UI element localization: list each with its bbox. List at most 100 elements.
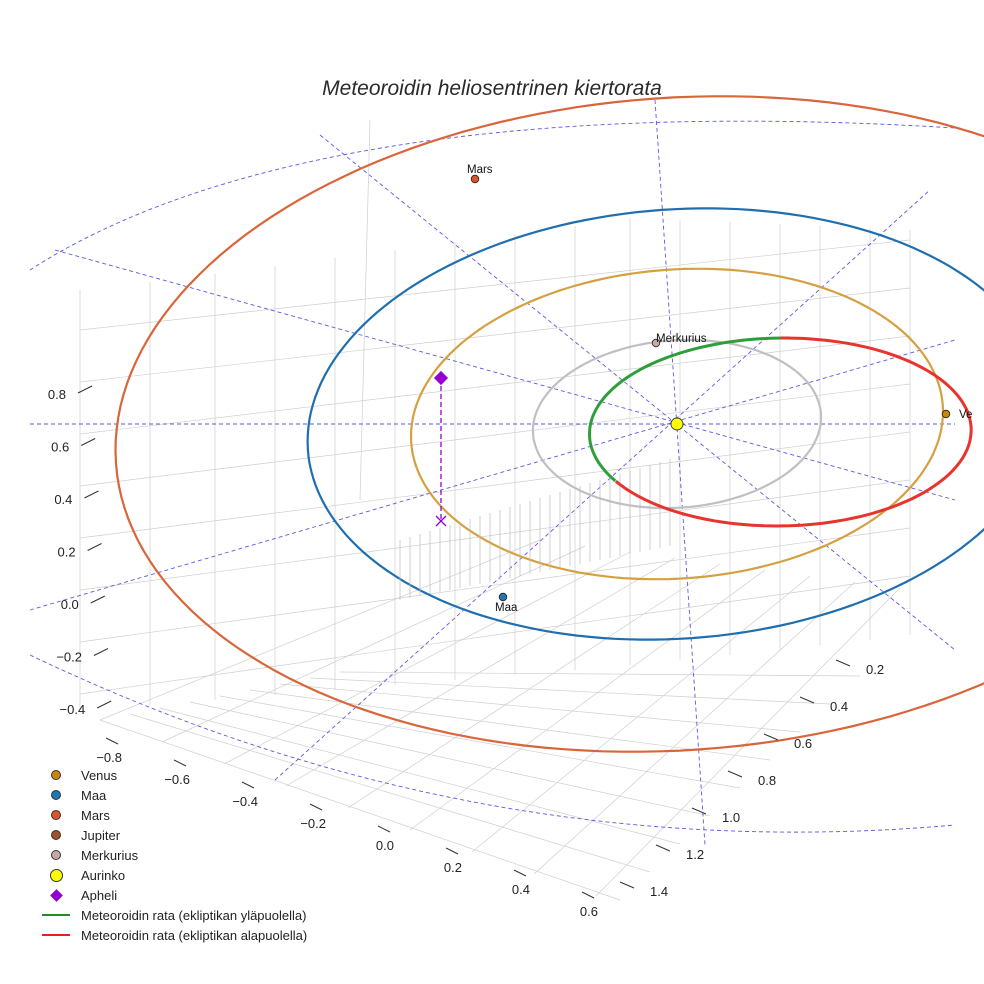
z-tick-label: 0.0 [61,597,79,612]
y-tick-mark [727,770,743,778]
x-tick-label: −0.4 [232,794,258,809]
legend-item[interactable]: Meteoroidin rata (ekliptikan yläpuolella… [40,905,307,925]
legend-label: Mars [81,807,110,823]
dot-icon [40,810,72,820]
z-tick-label: −0.4 [60,702,86,717]
y-tick-mark [763,733,779,741]
z-tick-mark [96,700,112,709]
legend-item[interactable]: Maa [40,785,307,805]
z-tick-label: 0.2 [58,545,76,560]
planet-label-merkurius: Merkurius [656,333,707,345]
x-tick-mark [445,847,459,855]
legend-label: Jupiter [81,827,121,843]
dot-icon [40,830,72,840]
grid-line [409,569,766,831]
x-tick-mark [377,825,391,833]
x-tick-label: 0.2 [444,860,462,875]
legend-item[interactable]: Merkurius [40,845,307,865]
y-tick-label: 1.0 [722,810,740,825]
y-tick-mark [835,659,851,667]
x-tick-label: 0.0 [376,838,394,853]
legend-label: Merkurius [81,847,139,863]
legend-label: Meteoroidin rata (ekliptikan alapuolella… [81,927,308,943]
x-tick-label: −0.2 [300,816,326,831]
grid-line [159,707,681,845]
markers: Merkurius Ve Maa Mars [433,164,972,614]
x-tick-label: 0.4 [512,882,530,897]
sun-marker [670,417,684,431]
x-tick-mark [173,759,187,767]
grid-line [189,701,711,817]
drop-lines [399,459,671,600]
x-tick-label: 0.6 [580,904,598,919]
x-tick-mark [241,781,255,789]
dot-icon [40,790,72,800]
tick-labels: 0.8 0.6 0.4 0.2 0.0 −0.2 −0.4 −0.8 −0.6 −0.4 −0.2 0… [48,385,884,919]
meteoroid-orbit [588,336,973,528]
legend-label: Aurinko [81,867,126,883]
y-tick-label: 0.8 [758,773,776,788]
y-tick-label: 0.2 [866,662,884,677]
x-tick-mark [309,803,323,811]
legend-label: Meteoroidin rata (ekliptikan yläpuolella… [81,907,307,923]
z-tick-mark [93,648,109,656]
grid-line [249,689,771,761]
legend-item[interactable]: Venus [40,765,307,785]
x-tick-mark [581,891,595,899]
x-tick-mark [513,869,527,877]
grid-line [285,557,676,787]
dot-icon [40,850,72,860]
z-tick-mark [87,543,102,551]
legend-item[interactable]: Apheli [40,885,307,905]
z-tick-mark [80,438,96,446]
z-tick-mark [77,385,93,394]
grid-line [99,539,541,721]
guide-line [654,99,706,846]
legend-item[interactable]: Jupiter [40,825,307,845]
grid-line [339,671,861,677]
grid-line [161,545,586,743]
legend-item[interactable]: Aurinko [40,865,307,885]
aphelion-projection-marker [435,515,447,527]
orbits [114,95,984,753]
legend: Venus Maa Mars Jupiter Merkurius Aurinko Aphel… [40,765,307,945]
legend-item[interactable]: Mars [40,805,307,825]
grid-line [279,683,801,733]
z-tick-mark [90,595,106,604]
grid-line [129,713,651,873]
grid-line [79,575,911,695]
y-tick-label: 0.6 [794,736,812,751]
guide-lines [29,99,956,846]
sun-icon [40,868,72,882]
y-tick-label: 1.4 [650,884,668,899]
diamond-icon [40,888,72,902]
grid-line [219,695,741,789]
z-tick-label: 0.4 [54,492,72,507]
chart-title: Meteoroidin heliosentrinen kiertorata [322,77,662,100]
x-tick-label: −0.8 [96,750,122,765]
grid-line [79,335,911,435]
legend-item[interactable]: Meteoroidin rata (ekliptikan alapuolella… [40,925,307,945]
meteoroid-orbit-below [614,336,973,528]
planet-merkurius [651,338,661,348]
grid-line [79,287,911,383]
planet-venus [941,409,951,419]
dot-icon [40,770,72,780]
orbit-mars [114,95,984,753]
aphelion-marker [433,370,449,386]
grid-line [79,239,911,331]
line-icon [40,914,72,916]
grid-line [533,581,856,875]
grid-line [309,677,831,705]
planet-maa [498,592,508,602]
planet-mars [470,174,480,184]
z-tick-label: −0.2 [56,650,82,665]
y-tick-mark [655,844,671,852]
grid-line [79,479,911,591]
grid-line [471,575,811,853]
z-tick-label: 0.6 [51,440,69,455]
x-tick-label: −0.6 [164,772,190,787]
grid-line [595,587,901,897]
grid-line [79,383,911,487]
